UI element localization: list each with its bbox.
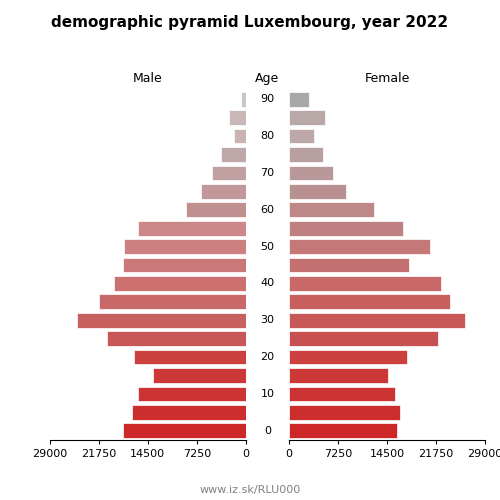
Bar [77,313,245,328]
Text: www.iz.sk/RLU000: www.iz.sk/RLU000 [200,485,300,495]
Bar [123,258,246,272]
Bar [289,332,438,346]
Bar [123,424,246,438]
Bar [108,332,246,346]
Text: Age: Age [256,72,280,85]
Text: 70: 70 [260,168,274,178]
Text: 20: 20 [260,352,274,362]
Bar [289,313,465,328]
Bar [152,368,246,383]
Bar [212,166,246,180]
Text: 60: 60 [260,204,274,214]
Bar [124,239,246,254]
Text: 0: 0 [264,426,271,436]
Text: 50: 50 [260,242,274,252]
Text: 90: 90 [260,94,274,104]
Text: 30: 30 [260,316,274,326]
Bar [289,147,323,162]
Bar [289,424,397,438]
Bar [289,405,400,419]
Text: Female: Female [364,72,410,85]
Bar [289,368,388,383]
Bar [138,221,246,236]
Bar [289,239,430,254]
Text: 40: 40 [260,278,274,288]
Bar [186,202,246,217]
Bar [289,386,395,402]
Bar [289,110,325,125]
Bar [289,276,441,291]
Bar [289,258,410,272]
Bar [289,166,333,180]
Bar [241,92,246,106]
Bar [289,128,314,144]
Bar [138,386,246,402]
Bar [201,184,246,198]
Bar [289,350,408,364]
Bar [114,276,246,291]
Bar [229,110,246,125]
Bar [222,147,246,162]
Bar [134,350,246,364]
Text: 80: 80 [260,131,274,141]
Bar [289,294,450,309]
Bar [132,405,246,419]
Text: Male: Male [133,72,162,85]
Bar [289,184,346,198]
Bar [234,128,245,144]
Text: demographic pyramid Luxembourg, year 2022: demographic pyramid Luxembourg, year 202… [52,15,448,30]
Bar [98,294,246,309]
Bar [289,92,310,106]
Text: 10: 10 [260,389,274,399]
Bar [289,221,403,236]
Bar [289,202,374,217]
